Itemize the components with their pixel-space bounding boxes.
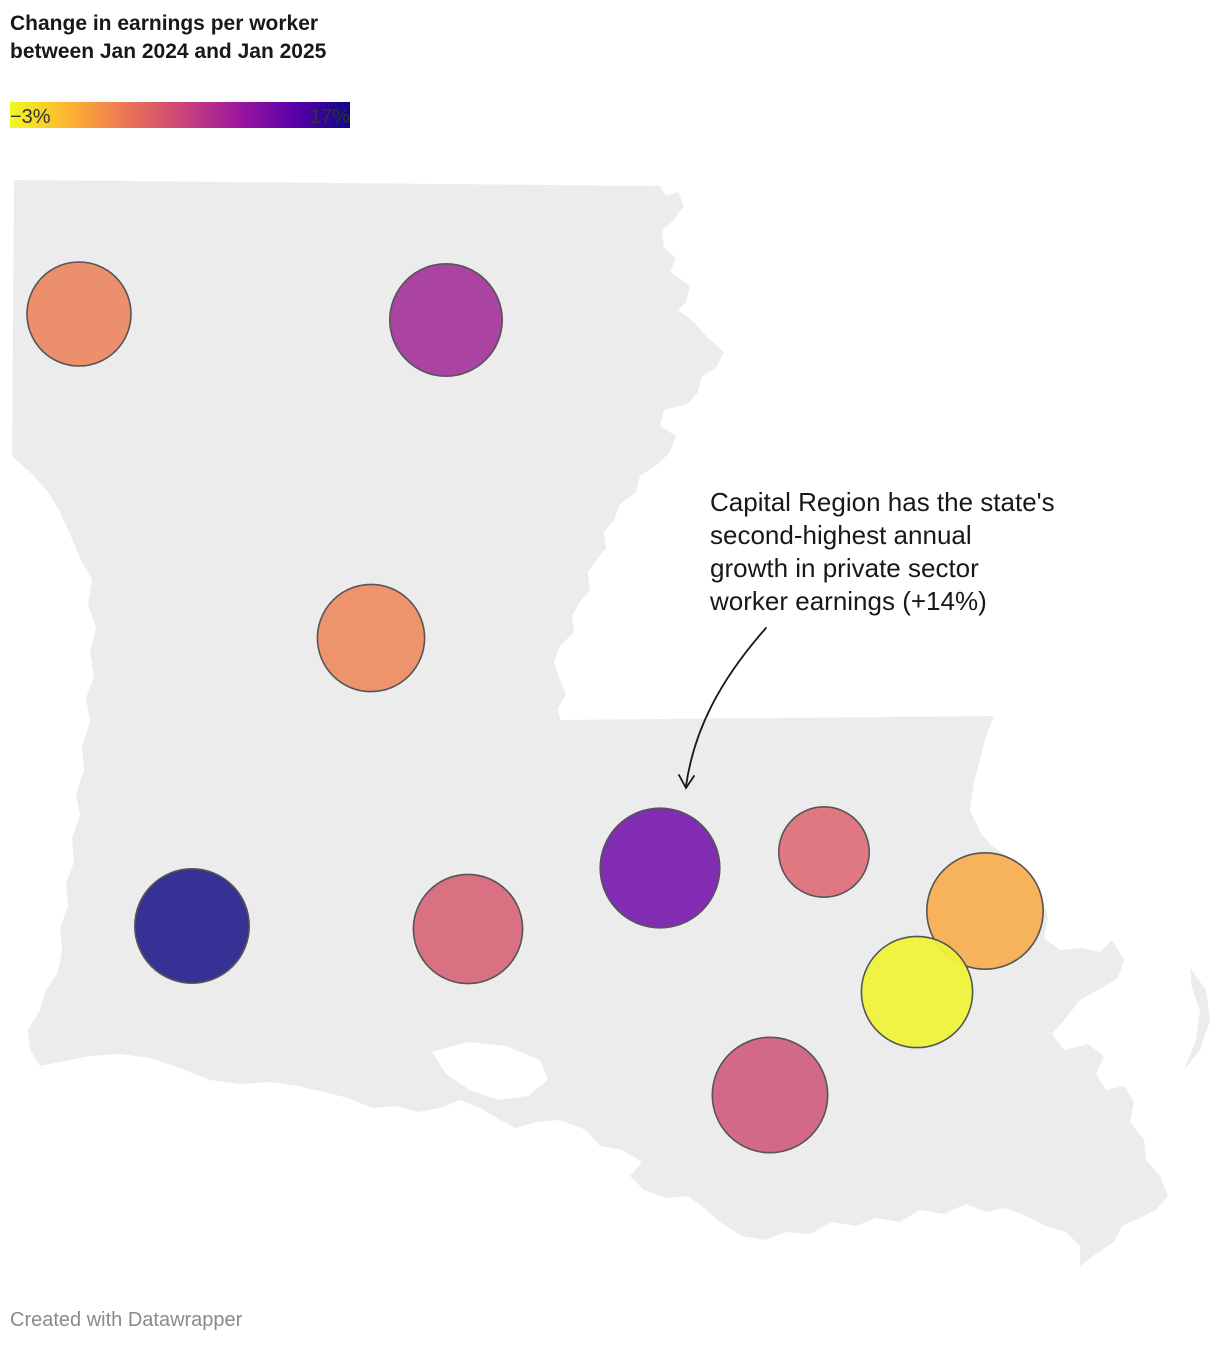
- region-bubble[interactable]: [925, 851, 1044, 970]
- legend-scale-labels: −3% 17%: [10, 106, 350, 132]
- legend-bar-spacer: [10, 75, 350, 101]
- region-bubble[interactable]: [777, 805, 870, 898]
- region-bubble[interactable]: [860, 935, 974, 1049]
- annotation-line: second-highest annual: [710, 520, 972, 550]
- legend-max-label: 17%: [309, 106, 350, 128]
- coastal-lake: [432, 1042, 548, 1100]
- region-bubbles: [26, 261, 1044, 1154]
- region-bubble[interactable]: [316, 583, 426, 693]
- region-bubble[interactable]: [412, 873, 524, 985]
- region-bubble[interactable]: [26, 261, 132, 367]
- louisiana-land-shape: [12, 180, 1168, 1266]
- legend-title: Change in earnings per worker between Ja…: [10, 12, 327, 63]
- annotation-arrow: [678, 627, 767, 790]
- color-legend: Change in earnings per worker between Ja…: [10, 10, 350, 132]
- capital-region-annotation: Capital Region has the state's second-hi…: [710, 486, 1110, 618]
- annotation-line: Capital Region has the state's: [710, 487, 1055, 517]
- annotation-line: growth in private sector: [710, 553, 979, 583]
- legend-min-label: −3%: [10, 106, 51, 128]
- eastern-delta-fringe: [1184, 968, 1210, 1070]
- datawrapper-credit: Created with Datawrapper: [10, 1309, 243, 1331]
- legend-gradient-bar: [10, 102, 350, 128]
- annotation-line: worker earnings (+14%): [710, 586, 987, 616]
- region-bubble[interactable]: [599, 807, 721, 929]
- region-bubble[interactable]: [388, 262, 503, 377]
- region-bubble[interactable]: [711, 1036, 829, 1154]
- region-bubble[interactable]: [134, 867, 251, 984]
